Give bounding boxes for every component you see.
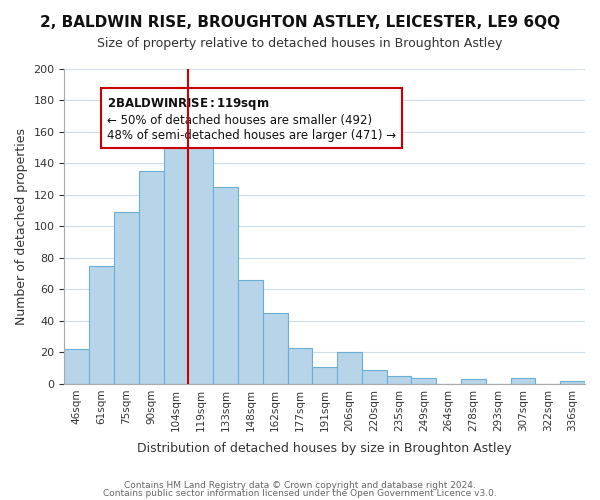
Bar (139, 172, 164, 384)
X-axis label: Distribution of detached houses by size in Broughton Astley: Distribution of detached houses by size … (137, 442, 512, 455)
Bar (213, 187, 238, 384)
Bar (287, 348, 313, 384)
Bar (114, 212, 139, 384)
Bar (313, 366, 337, 384)
Bar (412, 378, 436, 384)
Text: Size of property relative to detached houses in Broughton Astley: Size of property relative to detached ho… (97, 38, 503, 51)
Bar (337, 352, 362, 384)
Bar (511, 378, 535, 384)
Text: $\bf{2 BALDWIN RISE: 119sqm}$
← 50% of detached houses are smaller (492)
48% of : $\bf{2 BALDWIN RISE: 119sqm}$ ← 50% of d… (107, 96, 395, 142)
Bar (188, 132, 213, 384)
Bar (164, 116, 188, 384)
Text: Contains public sector information licensed under the Open Government Licence v3: Contains public sector information licen… (103, 488, 497, 498)
Y-axis label: Number of detached properties: Number of detached properties (15, 128, 28, 325)
Bar (560, 381, 585, 384)
Text: Contains HM Land Registry data © Crown copyright and database right 2024.: Contains HM Land Registry data © Crown c… (124, 481, 476, 490)
Bar (238, 280, 263, 384)
Bar (64, 350, 89, 384)
Bar (362, 370, 386, 384)
Bar (461, 379, 486, 384)
Bar (263, 313, 287, 384)
Bar (386, 376, 412, 384)
Text: 2, BALDWIN RISE, BROUGHTON ASTLEY, LEICESTER, LE9 6QQ: 2, BALDWIN RISE, BROUGHTON ASTLEY, LEICE… (40, 15, 560, 30)
Bar (89, 266, 114, 384)
